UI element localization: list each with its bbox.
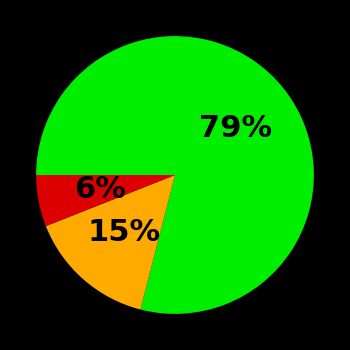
Text: 6%: 6%: [74, 175, 126, 204]
Wedge shape: [46, 175, 175, 309]
Wedge shape: [36, 36, 314, 314]
Text: 15%: 15%: [88, 218, 161, 247]
Text: 79%: 79%: [199, 114, 272, 143]
Wedge shape: [36, 175, 175, 226]
